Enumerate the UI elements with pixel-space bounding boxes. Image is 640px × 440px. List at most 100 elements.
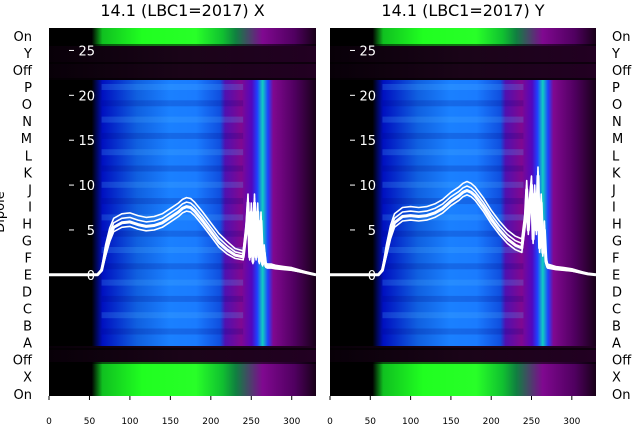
left-dipole-label: B <box>23 320 32 335</box>
heatmap-band <box>330 362 596 396</box>
left-dipole-label: N <box>22 115 32 130</box>
heatmap-row <box>382 132 524 139</box>
y-tick-label: 20 <box>78 89 95 104</box>
heatmap-row <box>382 247 524 253</box>
heatmap-band <box>49 362 316 396</box>
right-dipole-label: L <box>612 149 620 164</box>
y-tick-label: 10 <box>78 179 95 194</box>
overlay-curve <box>49 197 317 276</box>
left-dipole-label: Y <box>23 47 32 62</box>
left-dipole-label: Off <box>13 354 33 369</box>
heatmap-row <box>101 198 244 205</box>
right-dipole-label: X <box>612 371 621 386</box>
left-dipole-label: L <box>25 149 33 164</box>
overlay-curve <box>330 166 597 276</box>
heatmap-row <box>101 312 244 319</box>
y-tick-label: 10 <box>359 179 376 194</box>
x-tick-label: 0 <box>46 417 52 427</box>
heatmap-row <box>382 181 524 188</box>
right-dipole-label: H <box>612 217 622 232</box>
heatmap-band <box>330 28 596 46</box>
y-tick-label: 0 <box>87 269 95 284</box>
right-dipole-label: Off <box>612 354 632 369</box>
left-dipole-label: F <box>25 251 32 266</box>
right-dipole-label: K <box>612 166 621 181</box>
heatmap-row <box>101 328 244 335</box>
heatmap-row <box>382 84 524 90</box>
heatmap-row-separator <box>330 44 596 46</box>
left-dipole-label: K <box>23 166 32 181</box>
x-tick-label: 250 <box>523 417 540 427</box>
overlay-curve <box>49 193 317 276</box>
right-dipole-label: N <box>612 115 622 130</box>
x-tick-label: 150 <box>442 417 459 427</box>
left-dipole-label: G <box>22 234 32 249</box>
heatmap-row <box>101 247 244 253</box>
heatmap-band <box>330 80 596 346</box>
left-dipole-label: H <box>22 217 32 232</box>
heatmap-row <box>101 165 244 172</box>
right-dipole-label: A <box>612 337 621 352</box>
left-dipole-label: D <box>22 286 32 301</box>
heatmap-row <box>101 279 244 286</box>
heatmap-row-separator <box>49 78 316 80</box>
right-dipole-label: O <box>612 98 622 113</box>
right-dipole-label: I <box>612 200 616 215</box>
heatmap-row <box>382 328 524 335</box>
heatmap-row-separator <box>49 362 316 364</box>
heatmap-row <box>101 116 244 123</box>
overlay-curve <box>49 201 317 277</box>
heatmap-row <box>382 116 524 123</box>
heatmap-row-separator <box>330 362 596 364</box>
left-dipole-label: J <box>27 183 32 198</box>
x-tick-label: 300 <box>283 417 300 427</box>
heatmap-row <box>382 230 524 237</box>
left-dipole-label: E <box>24 269 32 284</box>
left-dipole-label: O <box>22 98 32 113</box>
heatmap-band <box>49 28 316 46</box>
y-tick-label: 0 <box>368 269 376 284</box>
heatmap-row-separator <box>49 62 316 64</box>
left-dipole-label: A <box>23 337 32 352</box>
x-tick-label: 200 <box>202 417 219 427</box>
heatmap-row <box>382 214 524 221</box>
heatmap-row <box>382 295 524 302</box>
right-dipole-label: M <box>612 132 623 147</box>
heatmap-row <box>382 100 524 107</box>
heatmap-row <box>382 263 524 270</box>
y-tick-label: 25 <box>78 44 95 59</box>
left-dipole-label: Off <box>13 64 33 79</box>
left-dipole-label: I <box>28 200 32 215</box>
x-tick-label: 100 <box>121 417 138 427</box>
right-dipole-label: C <box>612 303 621 318</box>
x-tick-label: 50 <box>365 417 377 427</box>
y-tick-label: 5 <box>368 224 376 239</box>
panel-title: 14.1 (LBC1=2017) X <box>100 1 264 20</box>
x-tick-label: 200 <box>483 417 500 427</box>
heatmap-row-separator <box>330 348 596 350</box>
heatmap-row-separator <box>49 348 316 350</box>
heatmap-row-separator <box>330 78 596 80</box>
right-dipole-label: B <box>612 320 621 335</box>
y-tick-label: 20 <box>359 89 376 104</box>
right-dipole-label: J <box>611 183 616 198</box>
left-dipole-label: C <box>23 303 32 318</box>
heatmap-row <box>101 100 244 107</box>
heatmap-row <box>382 149 524 156</box>
heatmap-row-separator <box>330 62 596 64</box>
y-tick-label: 5 <box>87 224 95 239</box>
right-dipole-label: F <box>612 251 619 266</box>
heatmap-row <box>382 165 524 172</box>
heatmap-row <box>101 181 244 188</box>
heatmap-row-separator <box>49 44 316 46</box>
x-tick-label: 50 <box>84 417 96 427</box>
left-dipole-label: X <box>23 371 32 386</box>
heatmap-row <box>382 279 524 286</box>
x-tick-label: 100 <box>402 417 419 427</box>
panel-title: 14.1 (LBC1=2017) Y <box>381 1 544 20</box>
